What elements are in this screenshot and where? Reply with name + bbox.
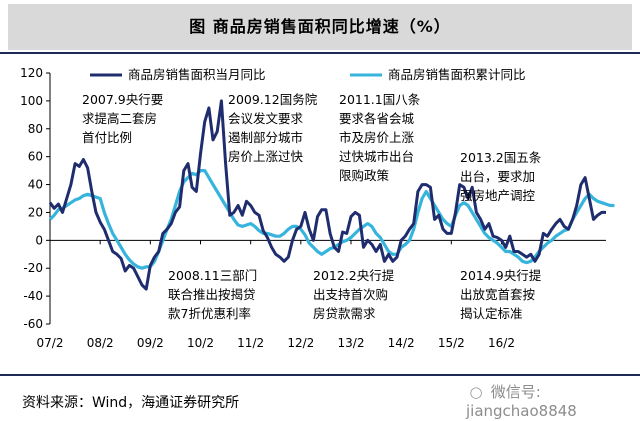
axes: 120 100 80 60 40 20 0 -20 -40 -60 07/2 08/2 09/2 10/2…: [20, 66, 606, 350]
line-chart: 120 100 80 60 40 20 0 -20 -40 -60 07/2 08/2 09/2 10/2…: [20, 66, 615, 350]
annotation-text: 2007.9央行要求提高二套房首付比例: [82, 92, 163, 145]
x-tick-label: 14/2: [388, 336, 415, 350]
annotation-text: 2013.2国五条出台，要求加强房地产调控: [460, 150, 542, 203]
title-banner: 图 商品房销售面积同比增速（%）: [8, 4, 632, 50]
annotation-text: 2008.11三部门联合推出按揭贷款7折优惠利率: [168, 268, 257, 321]
legend-label: 商品房销售面积累计同比: [388, 67, 526, 82]
watermark-text: 微信号: jiangchao8848: [466, 383, 577, 420]
legend-label: 商品房销售面积当月同比: [128, 67, 266, 82]
y-tick-label: 20: [28, 205, 43, 219]
y-tick-label: 100: [20, 94, 43, 108]
y-tick-label: 120: [20, 66, 43, 80]
y-tick-label: -40: [23, 289, 43, 303]
x-tick-label: 13/2: [338, 336, 365, 350]
y-tick-label: 60: [28, 150, 43, 164]
x-tick-label: 15/2: [438, 336, 465, 350]
y-tick-label: 40: [28, 178, 43, 192]
x-tick-label: 08/2: [87, 336, 114, 350]
x-tick-label: 10/2: [187, 336, 214, 350]
series-lines: [48, 99, 615, 291]
x-tick-label: 09/2: [137, 336, 164, 350]
series-line-cumulative: [48, 169, 615, 270]
chart-title: 图 商品房销售面积同比增速（%）: [189, 17, 451, 36]
y-tick-label: 80: [28, 122, 43, 136]
bottom-rule: [0, 374, 640, 376]
top-rule: [0, 52, 640, 54]
wechat-icon: ○: [469, 383, 483, 401]
y-tick-label: 0: [35, 233, 43, 247]
series-line-monthly: [48, 99, 606, 291]
x-tick-label: 11/2: [237, 336, 264, 350]
legend: 商品房销售面积当月同比 商品房销售面积累计同比: [90, 67, 526, 82]
x-tick-label: 16/2: [488, 336, 515, 350]
annotation-text: 2011.1国八条要求各省会城市及房价上涨过快城市出台限购政策: [339, 92, 421, 183]
annotation-text: 2014.9央行提出放宽首套按揭认定标准: [460, 268, 542, 321]
watermark: ○ 微信号: jiangchao8848: [466, 381, 640, 420]
x-tick-label: 12/2: [287, 336, 314, 350]
source-note: 资料来源：Wind，海通证券研究所: [22, 395, 240, 411]
x-tick-label: 07/2: [37, 336, 64, 350]
annotation-text: 2012.2央行提出支持首次购房贷款需求: [313, 268, 395, 321]
y-tick-label: -20: [23, 261, 43, 275]
annotations: 2007.9央行要求提高二套房首付比例 2008.11三部门联合推出按揭贷款7折优…: [82, 92, 542, 321]
y-tick-label: -60: [23, 317, 43, 331]
annotation-text: 2009.12国务院会议发文要求遏制部分城市房价上涨过快: [228, 92, 318, 164]
